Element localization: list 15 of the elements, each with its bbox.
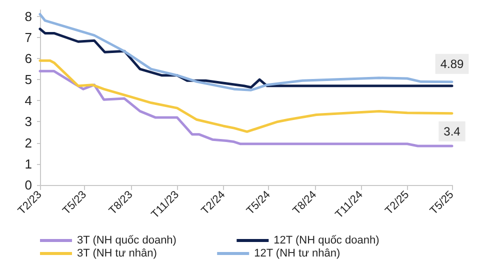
y-tick-label: 8 — [24, 8, 32, 24]
legend-label: 12T (NH quốc doanh) — [274, 234, 380, 246]
y-tick-label: 4 — [24, 93, 32, 108]
y-tick-label: 2 — [24, 135, 32, 150]
y-tick-label: 7 — [24, 30, 32, 45]
y-tick-label: 3 — [24, 114, 32, 130]
legend-label: 3T (NH tư nhân) — [77, 248, 157, 260]
y-tick-label: 0 — [24, 178, 32, 192]
data-label: 4.89 — [440, 56, 464, 71]
data-label: 3.4 — [444, 124, 461, 138]
y-tick-label: 5 — [24, 72, 32, 88]
legend-label: 3T (NH quốc doanh) — [77, 234, 176, 246]
legend-label: 12T (NH tư nhân) — [254, 248, 340, 260]
y-tick-label: 1 — [24, 156, 32, 172]
y-tick-label: 6 — [24, 50, 32, 66]
